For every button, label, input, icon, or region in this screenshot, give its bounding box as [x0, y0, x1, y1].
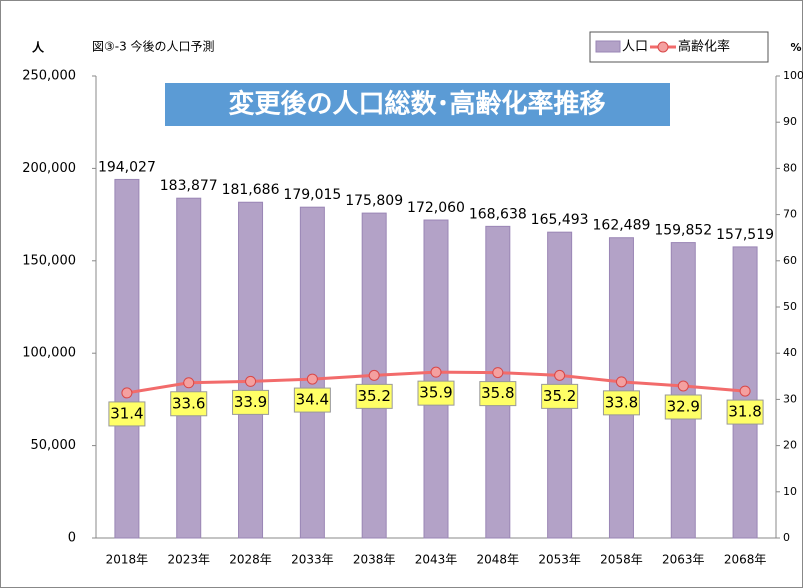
bar-value-label: 162,489: [593, 218, 651, 234]
line-marker: [245, 375, 257, 387]
banner-text: 変更後の人口総数･高齢化率推移: [228, 89, 605, 120]
y2-tick-label: 70: [783, 208, 797, 221]
y-tick-label: 0: [68, 531, 76, 546]
line-marker: [554, 369, 566, 381]
bar-value-label: 179,015: [283, 187, 341, 203]
line-value-label: 32.9: [667, 398, 700, 416]
bar-value-label: 181,686: [222, 182, 280, 198]
line-marker: [739, 385, 751, 397]
x-tick-label: 2063年: [662, 553, 705, 567]
legend-swatch: [595, 40, 621, 53]
value-label-box: [293, 387, 331, 413]
bar-value-label: 175,809: [345, 193, 403, 209]
value-label-box: [602, 390, 640, 416]
value-label-box: [664, 394, 702, 420]
bar-value-label: 165,493: [531, 212, 589, 228]
line-value-label: 35.9: [419, 384, 452, 402]
y-tick-label: 50,000: [31, 438, 77, 453]
y-tick-label: 100,000: [22, 346, 76, 361]
x-tick-label: 2028年: [229, 553, 272, 567]
legend-label: 高齢化率: [678, 39, 730, 55]
y2-tick-label: 10: [783, 485, 797, 498]
y-tick-label: 250,000: [22, 69, 76, 84]
line-marker: [368, 369, 380, 381]
line-value-label: 33.6: [172, 394, 205, 412]
x-tick-label: 2053年: [538, 553, 581, 567]
x-tick-label: 2048年: [477, 553, 520, 567]
x-tick-label: 2038年: [353, 553, 396, 567]
y2-axis-unit: %: [790, 41, 801, 54]
line-marker: [430, 366, 442, 378]
bar: [176, 197, 202, 539]
line-marker: [306, 373, 318, 385]
y2-tick-label: 40: [783, 346, 797, 359]
banner-box: [165, 83, 670, 126]
line-value-label: 31.8: [728, 403, 761, 421]
bar: [608, 237, 634, 539]
y2-tick-label: 30: [783, 392, 797, 405]
line-value-label: 33.9: [234, 393, 267, 411]
bar-value-label: 183,877: [160, 178, 218, 194]
legend-label: 人口: [622, 40, 648, 55]
y2-tick-label: 100: [783, 69, 803, 82]
value-label-box: [479, 381, 517, 407]
line-marker: [183, 377, 195, 389]
value-label-box: [108, 401, 146, 427]
x-tick-label: 2068年: [724, 553, 767, 567]
x-tick-label: 2058年: [600, 553, 643, 567]
y-tick-label: 200,000: [22, 161, 76, 176]
y2-tick-label: 20: [783, 439, 797, 452]
value-label-box: [541, 383, 579, 409]
line-value-label: 34.4: [296, 391, 329, 409]
bar-value-label: 168,638: [469, 206, 527, 222]
line-value-label: 35.2: [543, 387, 576, 405]
line-marker: [615, 376, 627, 388]
x-tick-label: 2043年: [415, 553, 458, 567]
bar: [114, 178, 140, 539]
line-value-label: 35.8: [481, 384, 514, 402]
value-label-box: [726, 399, 764, 425]
y-axis-unit: 人: [32, 40, 45, 55]
value-label-box: [232, 389, 270, 415]
value-label-box: [355, 383, 393, 409]
y2-tick-label: 60: [783, 254, 797, 267]
y2-tick-label: 50: [783, 300, 797, 313]
line-marker: [677, 380, 689, 392]
bar-value-label: 194,027: [98, 159, 156, 175]
value-label-box: [417, 380, 455, 406]
bar: [299, 206, 325, 539]
bar-value-label: 157,519: [716, 227, 774, 243]
bar: [423, 219, 449, 539]
y2-tick-label: 0: [783, 531, 790, 544]
bar-value-label: 159,852: [654, 223, 712, 239]
x-tick-label: 2033年: [291, 553, 334, 567]
x-tick-label: 2018年: [106, 553, 149, 567]
legend-marker: [657, 41, 669, 53]
line-marker: [121, 387, 133, 399]
line-value-label: 31.4: [110, 404, 143, 422]
y-tick-label: 150,000: [22, 253, 76, 268]
chart-title: 図③-3 今後の人口予測: [92, 39, 215, 54]
line-value-label: 33.8: [605, 393, 638, 411]
y2-tick-label: 90: [783, 115, 797, 128]
value-label-box: [170, 391, 208, 417]
y2-tick-label: 80: [783, 161, 797, 174]
x-tick-label: 2023年: [167, 553, 210, 567]
bar: [238, 201, 264, 539]
bar-value-label: 172,060: [407, 200, 465, 216]
line-marker: [492, 367, 504, 379]
line-value-label: 35.2: [357, 387, 390, 405]
